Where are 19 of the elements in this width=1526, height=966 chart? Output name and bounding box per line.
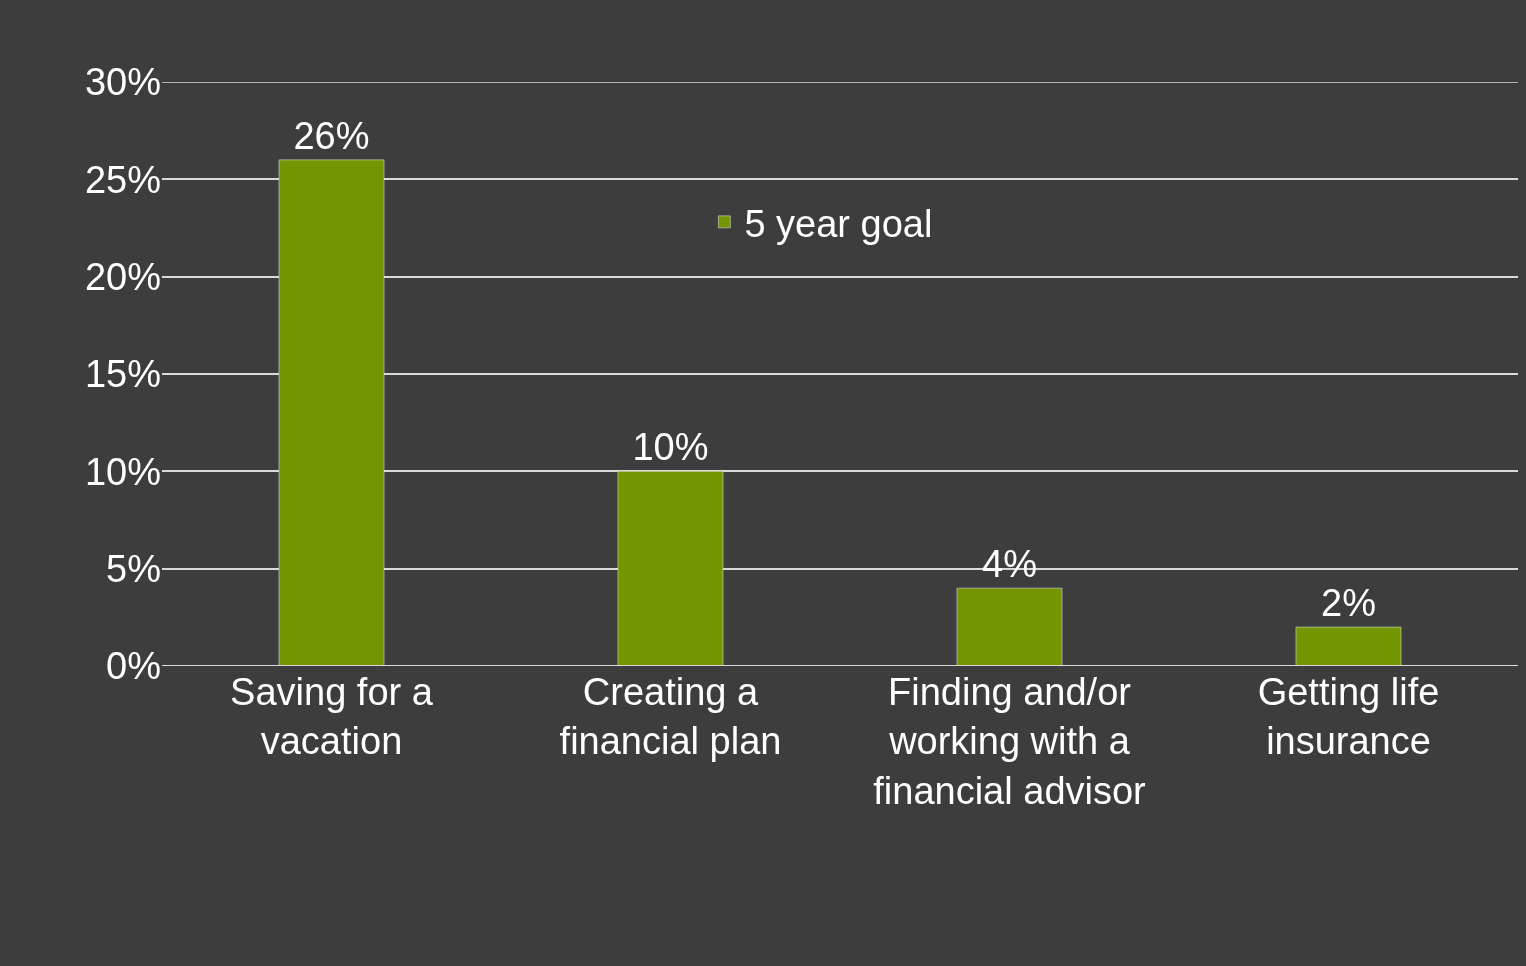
y-tick-label: 15% (84, 353, 161, 396)
y-tick-label: 0% (106, 645, 161, 688)
y-tick-label: 30% (84, 61, 161, 104)
text: 2% (1321, 582, 1376, 625)
text: 10% (632, 426, 709, 469)
x-tick-label: Creating a financial plan (559, 671, 782, 763)
legend-label: 5 year goal (744, 202, 933, 245)
x-tick-label: Finding and/or working with a financial advisor (873, 671, 1147, 812)
y-tick-label: 20% (84, 255, 161, 298)
bar (1295, 626, 1402, 666)
y-tick-label: 5% (106, 547, 161, 590)
bar (617, 471, 724, 666)
bar (956, 587, 1063, 666)
bar (278, 159, 385, 666)
text: 26% (293, 114, 370, 157)
x-tick-label: Getting life insurance (1257, 671, 1440, 763)
y-tick-label: 25% (84, 158, 161, 201)
y-tick-label: 10% (84, 450, 161, 493)
x-tick-label: Saving for a vacation (230, 671, 434, 763)
